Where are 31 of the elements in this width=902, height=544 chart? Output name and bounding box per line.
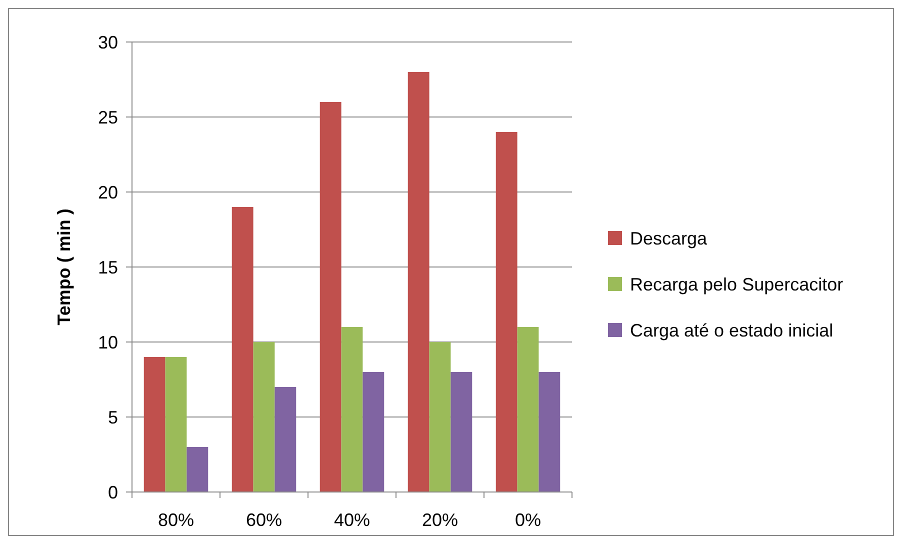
y-tick-label: 25: [98, 107, 118, 128]
y-tick-label: 30: [98, 32, 118, 52]
legend-label: Carga até o estado inicial: [630, 320, 834, 340]
bar: [320, 102, 342, 492]
bar: [232, 207, 254, 492]
legend-label: Descarga: [630, 228, 708, 248]
x-tick-label: 20%: [422, 510, 458, 530]
bar: [517, 327, 539, 492]
x-tick-label: 80%: [158, 510, 194, 530]
bar: [165, 357, 187, 492]
x-tick-label: 0%: [514, 510, 542, 530]
legend-label: Recarga pelo Supercacitor: [630, 274, 844, 294]
bar: [274, 387, 296, 492]
y-axis-title: Tempo ( min ): [54, 208, 74, 326]
bar: [450, 372, 472, 492]
x-tick-label: 40%: [334, 510, 370, 530]
y-tick-label: 15: [98, 257, 118, 278]
bar: [341, 327, 363, 492]
bar: [144, 357, 166, 492]
bar: [186, 447, 208, 492]
x-tick-label: 60%: [246, 510, 282, 530]
bar: [429, 342, 451, 492]
y-tick-label: 10: [98, 332, 118, 352]
y-tick-label: 0: [108, 482, 118, 502]
y-tick-label: 5: [108, 407, 118, 428]
bar: [253, 342, 275, 492]
bar: [408, 72, 430, 492]
y-tick-label: 20: [98, 182, 118, 202]
bar: [496, 132, 518, 492]
bar: [362, 372, 384, 492]
bar: [538, 372, 560, 492]
